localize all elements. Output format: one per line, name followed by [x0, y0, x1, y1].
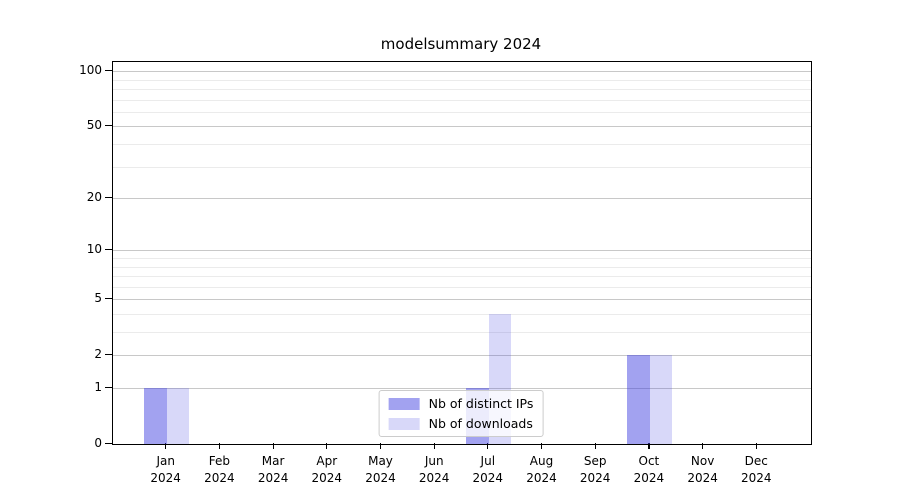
- y-gridline-minor-30: [113, 166, 811, 168]
- x-tick-jul: [487, 443, 489, 449]
- y-gridline-20: [113, 198, 811, 199]
- x-tick-label-sep: Sep 2024: [579, 454, 611, 485]
- x-tick-label-jan: Jan 2024: [150, 454, 181, 485]
- y-gridline-minor-8: [113, 266, 811, 268]
- x-tick-mar: [272, 443, 274, 449]
- y-tick-label-2: 2: [94, 347, 102, 362]
- x-tick-label-feb: Feb 2024: [204, 454, 235, 485]
- x-tick-label-may: May 2024: [365, 454, 396, 485]
- y-tick-50: [105, 124, 112, 126]
- x-tick-label-aug: Aug 2024: [526, 454, 557, 485]
- y-tick-label-10: 10: [86, 242, 102, 257]
- chart-title: modelsummary 2024: [380, 35, 542, 53]
- x-tick-nov: [702, 443, 704, 449]
- x-tick-oct: [648, 443, 650, 449]
- y-gridline-minor-40: [113, 143, 811, 145]
- x-tick-label-dec: Dec 2024: [741, 454, 772, 485]
- x-tick-label-oct: Oct 2024: [633, 454, 665, 485]
- legend-label-downloads: Nb of downloads: [428, 416, 533, 431]
- bar-downloads-jan: [166, 388, 190, 444]
- x-tick-label-nov: Nov 2024: [687, 454, 718, 485]
- y-gridline-50: [113, 126, 811, 128]
- y-gridline-10: [113, 250, 811, 252]
- legend-item-distinct-ips: Nb of distinct IPs: [388, 396, 534, 411]
- x-tick-label-jul: Jul 2024: [472, 454, 504, 485]
- x-tick-feb: [218, 443, 221, 449]
- x-tick-jan: [165, 443, 167, 449]
- y-tick-label-5: 5: [94, 291, 102, 306]
- y-tick-0: [105, 442, 112, 444]
- y-tick-100: [105, 69, 112, 71]
- legend-label-distinct-ips: Nb of distinct IPs: [428, 396, 534, 411]
- y-tick-1: [105, 386, 112, 388]
- x-tick-sep: [594, 443, 596, 449]
- y-gridline-5: [113, 299, 811, 301]
- y-tick-2: [105, 353, 112, 355]
- y-gridline-minor-60: [113, 111, 811, 113]
- y-gridline-100: [113, 71, 811, 73]
- legend-swatch-distinct-ips: [388, 397, 420, 410]
- y-tick-label-0: 0: [94, 436, 102, 450]
- x-tick-dec: [755, 443, 757, 449]
- y-gridline-minor-70: [113, 99, 811, 101]
- y-gridline-minor-3: [113, 332, 811, 333]
- bar-downloads-oct: [649, 355, 673, 444]
- y-gridline-minor-9: [113, 257, 811, 259]
- bar-distinct-ips-oct: [627, 355, 650, 444]
- y-gridline-minor-90: [113, 79, 811, 81]
- x-tick-jun: [433, 443, 435, 449]
- legend-item-downloads: Nb of downloads: [388, 416, 534, 431]
- legend-swatch-downloads: [388, 417, 420, 430]
- legend: Nb of distinct IPs Nb of downloads: [378, 390, 544, 437]
- y-tick-label-1: 1: [94, 380, 102, 394]
- y-gridline-minor-4: [113, 313, 811, 315]
- bar-distinct-ips-jan: [144, 388, 167, 444]
- y-tick-label-50: 50: [86, 118, 102, 133]
- plot-area: [112, 61, 812, 445]
- y-gridline-minor-80: [113, 88, 811, 90]
- y-gridline-minor-7: [113, 276, 811, 277]
- y-tick-label-20: 20: [86, 190, 102, 204]
- x-tick-may: [380, 443, 382, 449]
- x-tick-label-apr: Apr 2024: [311, 454, 343, 485]
- x-tick-label-mar: Mar 2024: [257, 454, 289, 485]
- y-gridline-1: [113, 388, 811, 389]
- x-tick-aug: [541, 443, 543, 449]
- x-tick-label-jun: Jun 2024: [418, 454, 450, 485]
- y-tick-20: [105, 196, 112, 198]
- y-tick-10: [105, 248, 112, 250]
- x-tick-apr: [326, 443, 328, 449]
- y-gridline-2: [113, 355, 811, 357]
- y-tick-5: [105, 297, 112, 299]
- y-gridline-minor-6: [113, 286, 811, 288]
- y-tick-label-100: 100: [79, 63, 102, 78]
